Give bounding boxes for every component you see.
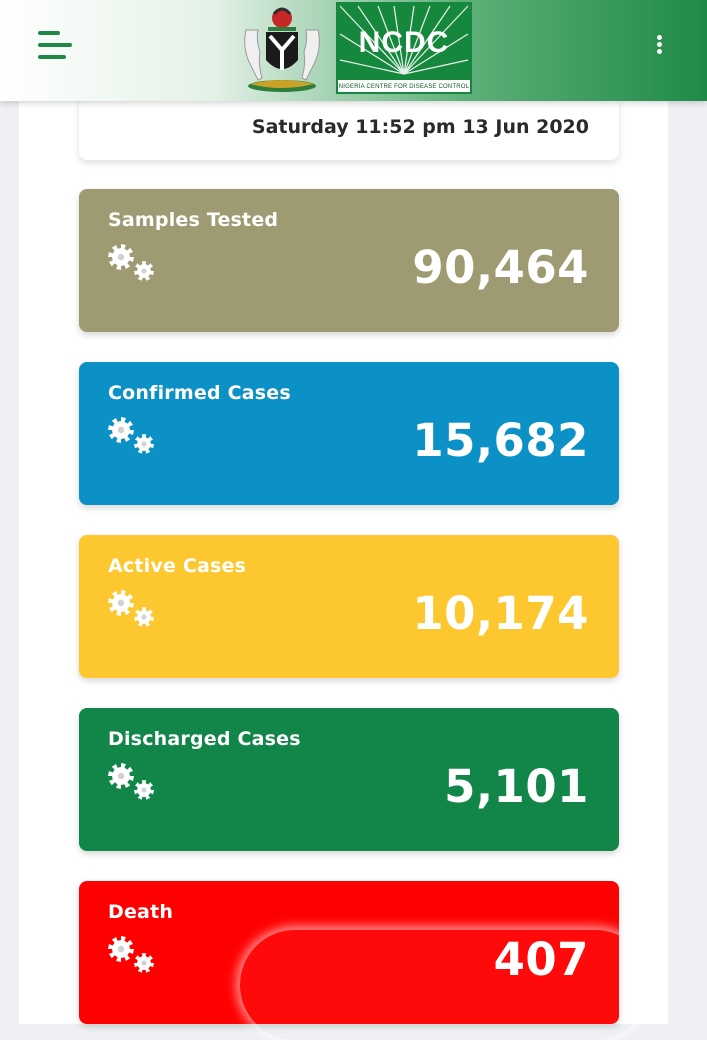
last-updated-card: Saturday 11:52 pm 13 Jun 2020: [79, 98, 619, 160]
hamburger-menu-icon[interactable]: [36, 28, 76, 64]
discharged-cases-card[interactable]: Discharged Cases 5,101: [79, 708, 619, 851]
gears-icon: [108, 590, 154, 627]
last-updated-datetime: Saturday 11:52 pm 13 Jun 2020: [251, 116, 589, 138]
stat-label: Active Cases: [108, 555, 247, 577]
stat-label: Samples Tested: [108, 209, 279, 231]
stat-value: 15,682: [412, 414, 589, 467]
floating-overlay: [240, 930, 650, 1040]
gears-icon: [108, 244, 154, 281]
active-cases-card[interactable]: Active Cases 10,174: [79, 535, 619, 678]
stat-value: 407: [493, 933, 589, 986]
ncdc-logo: NCDC NIGERIA CENTRE FOR DISEASE CONTROL: [336, 2, 472, 94]
gears-icon: [108, 417, 154, 454]
stat-label: Confirmed Cases: [108, 382, 291, 404]
logo-subtitle: NIGERIA CENTRE FOR DISEASE CONTROL: [338, 84, 470, 90]
stat-value: 10,174: [412, 587, 589, 640]
gears-icon: [108, 763, 154, 800]
stat-label: Death: [108, 901, 174, 923]
kebab-menu-icon[interactable]: [652, 34, 668, 58]
gears-icon: [108, 936, 154, 973]
stat-value: 90,464: [412, 241, 589, 294]
death-card[interactable]: Death 407: [79, 881, 619, 1024]
logo-wordmark: NCDC: [358, 26, 450, 59]
stat-value: 5,101: [444, 760, 589, 813]
confirmed-cases-card[interactable]: Confirmed Cases 15,682: [79, 362, 619, 505]
page-content: [19, 0, 668, 1024]
app-header: NCDC NIGERIA CENTRE FOR DISEASE CONTROL: [0, 0, 707, 101]
coat-of-arms-icon: [244, 7, 320, 92]
samples-tested-card[interactable]: Samples Tested 90,464: [79, 189, 619, 332]
stat-label: Discharged Cases: [108, 728, 301, 750]
